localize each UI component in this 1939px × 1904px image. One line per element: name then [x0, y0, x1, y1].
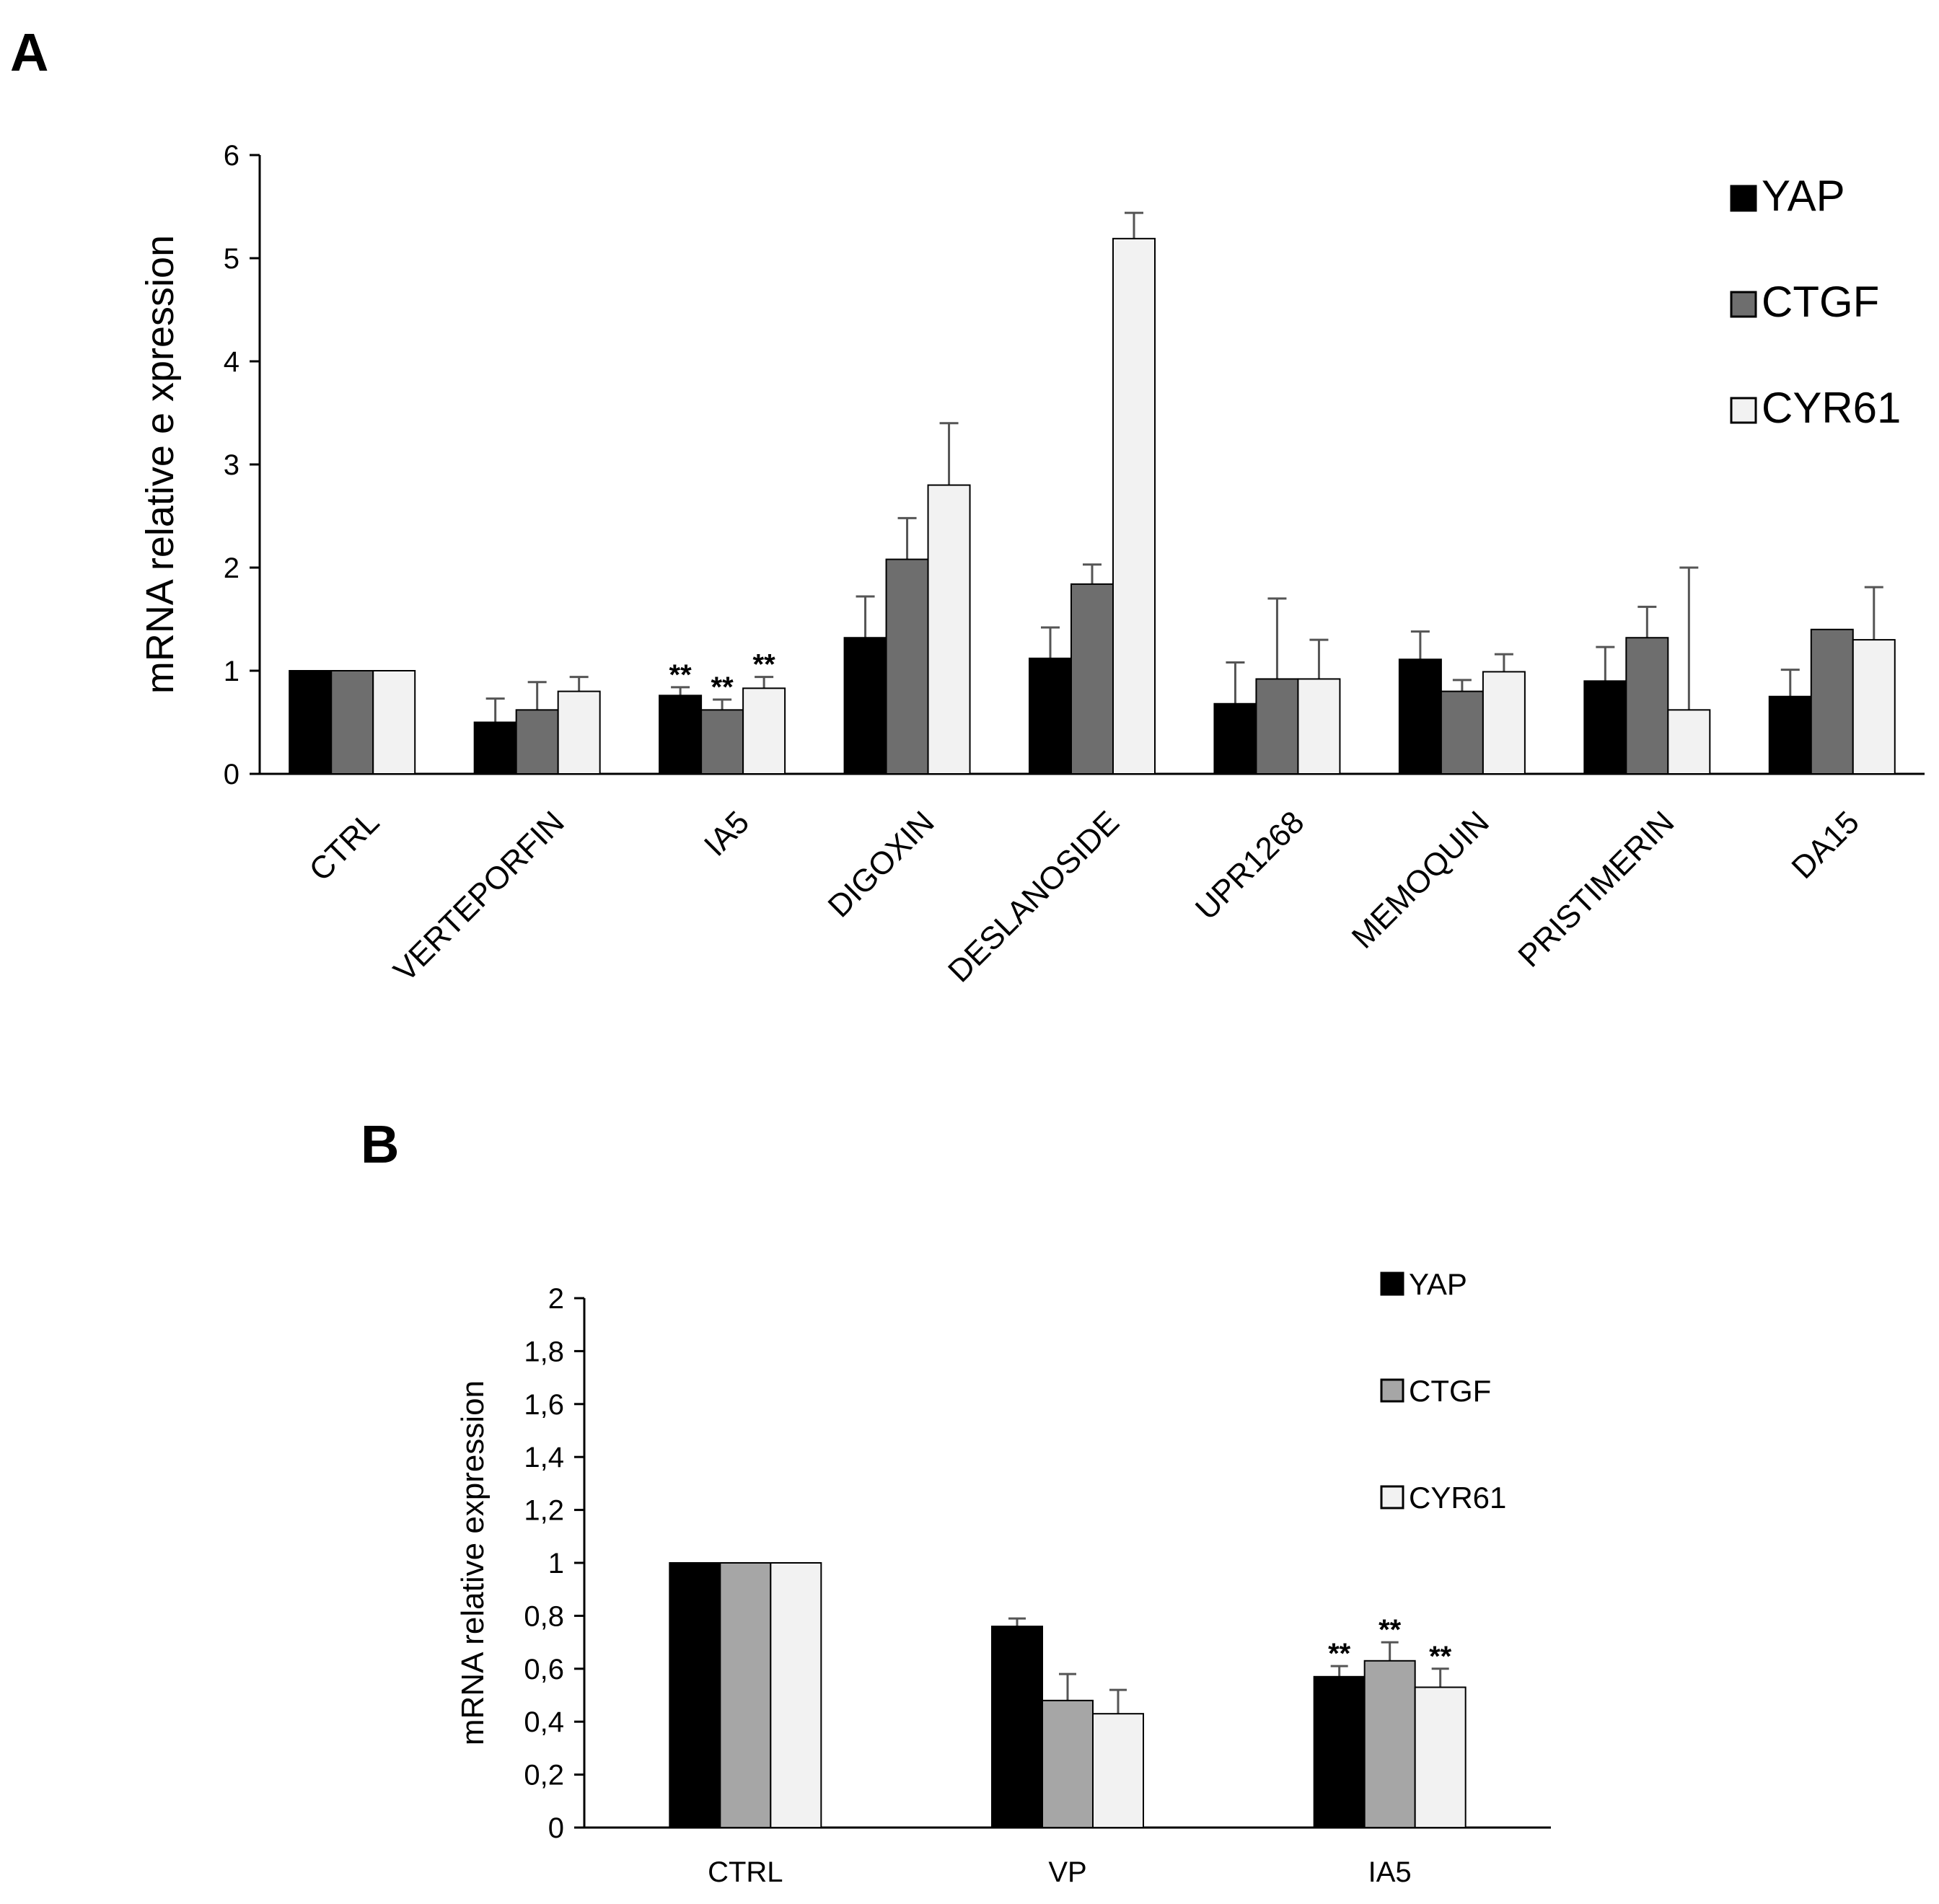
y-tick-label: 1	[224, 656, 239, 687]
y-tick-label: 0,2	[524, 1760, 564, 1791]
bar-ctgf-ia5	[1363, 1660, 1416, 1829]
y-tick-label: 2	[548, 1283, 564, 1315]
bar-cyr61-da15	[1852, 639, 1896, 775]
x-tick-label-memoquin: MEMOQUIN	[1345, 804, 1496, 955]
bar-yap-ctrl	[289, 670, 333, 775]
bar-yap-da15	[1768, 695, 1812, 775]
y-tick-label: 0	[224, 759, 239, 790]
bar-cyr61-memoquin	[1482, 671, 1526, 775]
legend-swatch-cyr61	[1380, 1485, 1404, 1509]
y-tick-label: 6	[224, 140, 239, 172]
bar-cyr61-digoxin	[927, 484, 971, 775]
bar-ctgf-da15	[1810, 628, 1854, 775]
y-tick-label: 1,6	[524, 1389, 564, 1421]
x-tick-label-deslanoside: DESLANOSIDE	[941, 804, 1126, 989]
significance-marker: **	[1379, 1614, 1402, 1646]
bar-cyr61-ctrl	[770, 1562, 822, 1828]
bar-cyr61-upr1268	[1297, 678, 1341, 775]
y-tick-label: 0	[548, 1812, 564, 1844]
bar-ctgf-deslanoside	[1070, 583, 1114, 775]
legend-label-yap: YAP	[1409, 1267, 1467, 1301]
bar-yap-digoxin	[843, 637, 887, 775]
bar-cyr61-verteporfin	[557, 690, 601, 775]
x-tick-label-ctrl: CTRL	[302, 804, 386, 888]
significance-marker: **	[711, 671, 734, 703]
bar-cyr61-ia5	[742, 687, 786, 775]
bar-yap-vp	[991, 1626, 1043, 1829]
significance-marker: **	[753, 649, 776, 681]
bar-ctgf-upr1268	[1255, 678, 1299, 775]
legend-label-ctgf: CTGF	[1762, 278, 1879, 326]
bar-yap-ia5	[1313, 1675, 1366, 1829]
bar-cyr61-pristimerin	[1667, 709, 1711, 775]
y-tick-label: 5	[224, 243, 239, 275]
bar-ctgf-ctrl	[330, 670, 374, 775]
x-tick-label-pristimerin: PRISTIMERIN	[1511, 804, 1681, 974]
panel-label-b: B	[361, 1114, 399, 1174]
x-tick-label-upr1268: UPR1268	[1189, 804, 1311, 927]
bar-ctgf-ia5	[700, 709, 744, 775]
chart-a: A 0 1 2 3 4 5 6 mRNA relative e xpression CTRL VE…	[10, 22, 1925, 989]
y-tick-label: 1	[548, 1548, 564, 1579]
y-axis-label: mRNA relative e xpression	[138, 235, 182, 694]
bar-yap-verteporfin	[473, 721, 517, 775]
legend-label-yap: YAP	[1762, 172, 1845, 220]
bar-yap-deslanoside	[1029, 657, 1072, 775]
y-tick-label: 0,4	[524, 1706, 564, 1738]
x-tick-label-ctrl: CTRL	[708, 1856, 783, 1888]
x-tick-label-digoxin: DIGOXIN	[822, 804, 941, 924]
y-tick-label: 1,8	[524, 1336, 564, 1367]
legend-swatch-cyr61	[1730, 397, 1757, 424]
panel-label-a: A	[10, 22, 48, 82]
legend-label-cyr61: CYR61	[1409, 1481, 1506, 1515]
bar-ctgf-memoquin	[1440, 690, 1484, 775]
y-tick-label: 1,2	[524, 1495, 564, 1527]
bar-yap-pristimerin	[1583, 680, 1627, 775]
y-tick-label: 0,6	[524, 1654, 564, 1685]
bar-yap-upr1268	[1213, 702, 1257, 775]
legend-swatch-ctgf	[1380, 1378, 1404, 1403]
legend-label-ctgf: CTGF	[1409, 1374, 1491, 1408]
significance-marker: **	[1429, 1641, 1452, 1672]
legend-swatch-ctgf	[1730, 291, 1757, 318]
bar-ctgf-pristimerin	[1625, 637, 1669, 775]
bar-ctgf-vp	[1042, 1699, 1094, 1829]
x-tick-label-vp: VP	[1048, 1856, 1086, 1888]
bar-cyr61-vp	[1092, 1713, 1144, 1828]
bar-ctgf-digoxin	[885, 558, 929, 775]
bar-ctgf-verteporfin	[515, 709, 559, 775]
bar-yap-ctrl	[669, 1562, 721, 1828]
y-tick-label: 3	[224, 449, 239, 481]
bar-cyr61-ia5	[1414, 1686, 1467, 1828]
chart-b: B 0 0,2 0,4 0,6 0,8 1 1,2 1,4 1,6 1,8 2 mRNA relati…	[361, 1114, 1551, 1888]
legend-swatch-yap	[1730, 185, 1757, 212]
bar-ctgf-ctrl	[719, 1562, 772, 1828]
y-tick-label: 0,8	[524, 1600, 564, 1632]
y-tick-label: 2	[224, 552, 239, 584]
y-tick-label: 4	[224, 346, 239, 378]
legend-swatch-yap	[1380, 1271, 1404, 1296]
x-tick-label-ia5: IA5	[698, 804, 756, 863]
bar-yap-memoquin	[1398, 658, 1442, 775]
y-axis-label: mRNA relative expression	[455, 1380, 491, 1745]
bar-cyr61-deslanoside	[1112, 237, 1156, 775]
significance-marker: **	[669, 659, 692, 691]
bar-yap-ia5	[659, 695, 703, 775]
x-tick-label-ia5: IA5	[1368, 1856, 1412, 1888]
legend-label-cyr61: CYR61	[1762, 384, 1901, 432]
significance-marker: **	[1328, 1638, 1351, 1670]
x-tick-label-verteporfin: VERTEPORFIN	[387, 804, 571, 988]
y-tick-label: 1,4	[524, 1442, 564, 1473]
bar-cyr61-ctrl	[372, 670, 416, 775]
x-tick-label-da15: DA15	[1785, 804, 1865, 885]
